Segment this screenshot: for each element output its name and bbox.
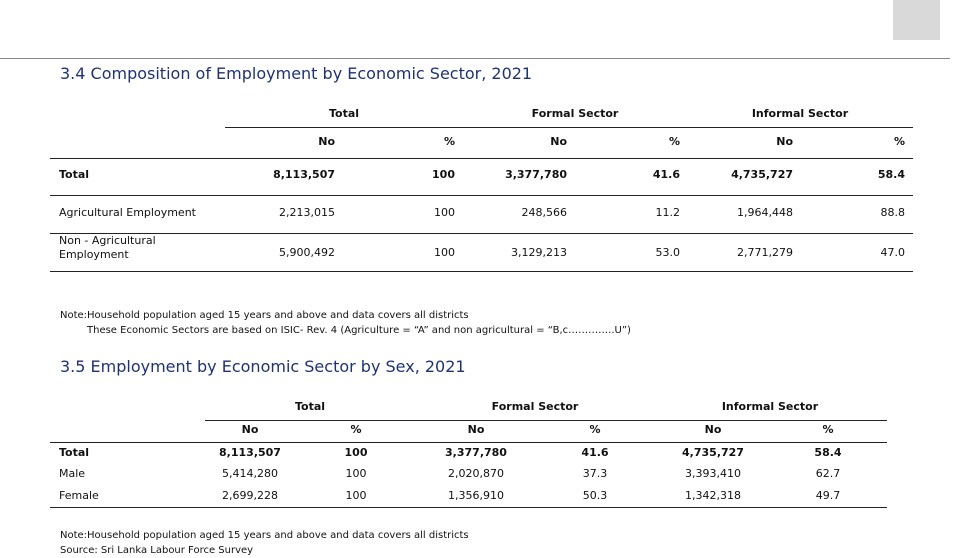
row-label: Male (59, 467, 86, 480)
table-rule (50, 271, 913, 272)
cell: 2,020,870 (448, 467, 504, 480)
column-header: No (318, 135, 335, 148)
cell: 4,735,727 (731, 168, 793, 181)
cell: 100 (432, 168, 455, 181)
group-header: Formal Sector (531, 107, 619, 120)
row-label: Non - Agricultural Employment (59, 234, 156, 261)
column-header: No (241, 423, 259, 436)
cell: 41.6 (652, 168, 680, 181)
table-rule (225, 127, 913, 128)
cell: 2,213,015 (279, 206, 335, 219)
column-header: % (668, 135, 680, 148)
column-header: % (443, 135, 455, 148)
cell: 2,771,279 (737, 246, 793, 259)
cell: 49.7 (815, 489, 841, 502)
table-title: 3.5 Employment by Economic Sector by Sex… (60, 357, 466, 376)
cell: 3,377,780 (505, 168, 567, 181)
cell: 58.4 (814, 446, 842, 459)
table-rule (50, 195, 913, 196)
column-header: % (822, 423, 834, 436)
cell: 1,356,910 (448, 489, 504, 502)
table-title: 3.4 Composition of Employment by Economi… (60, 64, 533, 83)
cell: 3,393,410 (685, 467, 741, 480)
cell: 5,414,280 (222, 467, 278, 480)
cell: 11.2 (655, 206, 681, 219)
header-rule (0, 58, 950, 59)
column-header: No (550, 135, 567, 148)
cell: 8,113,507 (273, 168, 335, 181)
cell: 3,377,780 (445, 446, 507, 459)
cell: 47.0 (880, 246, 906, 259)
cell: 100 (345, 489, 367, 502)
column-header: % (350, 423, 362, 436)
column-header: No (776, 135, 793, 148)
group-header: Total (294, 400, 326, 413)
cell: 100 (345, 467, 367, 480)
cell: 1,342,318 (685, 489, 741, 502)
column-header: No (467, 423, 485, 436)
note: Source: Sri Lanka Labour Force Survey (60, 545, 254, 556)
cell: 53.0 (655, 246, 681, 259)
cell: 62.7 (815, 467, 841, 480)
cell: 4,735,727 (682, 446, 744, 459)
row-label: Female (59, 489, 99, 502)
cell: 248,566 (521, 206, 568, 219)
cell: 88.8 (880, 206, 906, 219)
table-rule (205, 420, 887, 421)
header-box (893, 0, 940, 40)
note: Note:Household population aged 15 years … (60, 310, 469, 321)
cell: 41.6 (581, 446, 609, 459)
note: These Economic Sectors are based on ISIC… (87, 325, 631, 336)
table-rule (50, 442, 887, 443)
cell: 1,964,448 (737, 206, 793, 219)
cell: 2,699,228 (222, 489, 278, 502)
column-header: % (589, 423, 601, 436)
table-rule (50, 158, 913, 159)
column-header: % (893, 135, 905, 148)
row-label: Total (59, 446, 90, 459)
cell: 8,113,507 (219, 446, 281, 459)
cell: 100 (434, 206, 455, 219)
cell: 37.3 (582, 467, 608, 480)
note: Note:Household population aged 15 years … (60, 530, 469, 541)
group-header: Informal Sector (751, 107, 849, 120)
column-header: No (704, 423, 722, 436)
cell: 58.4 (877, 168, 905, 181)
table-rule (50, 507, 887, 508)
group-header: Formal Sector (491, 400, 579, 413)
row-label: Agricultural Employment (59, 206, 196, 219)
cell: 5,900,492 (279, 246, 335, 259)
cell: 3,129,213 (511, 246, 567, 259)
row-label: Total (59, 168, 90, 181)
group-header: Total (328, 107, 360, 120)
cell: 50.3 (582, 489, 608, 502)
table-rule (50, 233, 913, 234)
cell: 100 (434, 246, 455, 259)
cell: 100 (344, 446, 368, 459)
group-header: Informal Sector (721, 400, 819, 413)
